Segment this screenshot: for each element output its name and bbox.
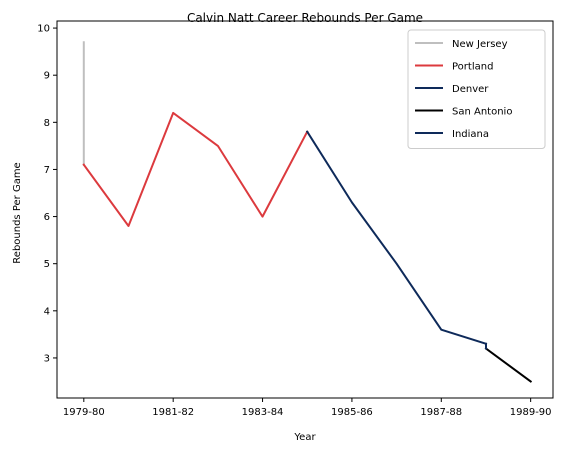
legend-entry: San Antonio <box>452 107 512 118</box>
legend-entry: Portland <box>452 62 493 73</box>
y-axis: 3 4 5 6 7 8 9 10 <box>37 24 57 364</box>
legend-entry: New Jersey <box>452 39 508 50</box>
y-tick-label: 6 <box>44 212 50 223</box>
y-tick-label: 3 <box>44 353 50 364</box>
legend-entry: Indiana <box>452 129 489 140</box>
y-axis-label: Rebounds Per Game <box>12 162 23 263</box>
x-tick-label: 1983-84 <box>242 407 284 418</box>
series-line-san-antonio <box>484 347 533 383</box>
legend: New Jersey Portland Denver San Antonio India… <box>407 29 546 149</box>
y-tick-label: 8 <box>44 118 50 129</box>
legend-box <box>407 29 546 149</box>
x-tick-label: 1981-82 <box>152 407 194 418</box>
plot-frame <box>56 20 554 399</box>
legend-entry: Denver <box>452 84 489 95</box>
chart-title: Calvin Natt Career Rebounds Per Game <box>187 11 423 25</box>
plot-area <box>82 41 533 383</box>
y-tick-label: 10 <box>37 24 50 35</box>
y-tick-label: 4 <box>44 306 50 317</box>
series-line-portland <box>82 111 309 227</box>
x-axis-label: Year <box>293 432 316 443</box>
y-tick-label: 7 <box>44 165 50 176</box>
y-tick-label: 9 <box>44 71 50 82</box>
y-tick-label: 5 <box>44 259 50 270</box>
series-line-denver <box>305 130 488 346</box>
x-tick-label: 1989-90 <box>510 407 552 418</box>
x-tick-label: 1987-88 <box>420 407 462 418</box>
x-tick-label: 1985-86 <box>331 407 373 418</box>
x-tick-label: 1979-80 <box>63 407 105 418</box>
x-axis: 1979-80 1981-82 1983-84 1985-86 1987-88 1989-… <box>63 398 552 418</box>
